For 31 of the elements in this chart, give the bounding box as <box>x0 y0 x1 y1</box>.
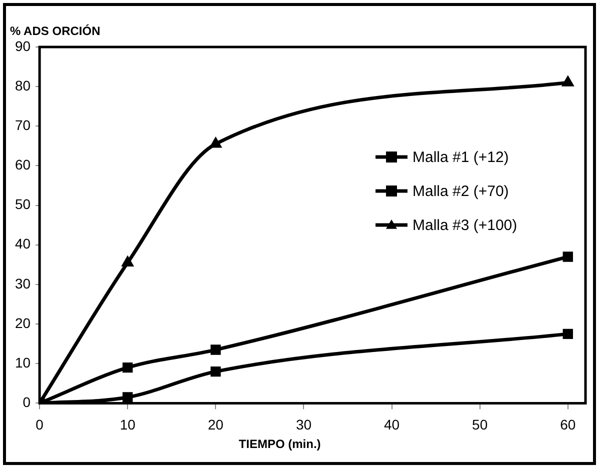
x-tick-label: 30 <box>296 416 312 432</box>
legend-label: Malla #3 (+100) <box>412 217 518 234</box>
x-axis-title: TIEMPO (min.) <box>238 437 321 452</box>
y-tick-label: 10 <box>14 354 31 370</box>
y-tick-label: 60 <box>14 156 31 173</box>
x-tick-label: 40 <box>384 416 400 432</box>
y-tick-label: 70 <box>14 117 31 134</box>
point <box>210 344 221 355</box>
point <box>121 256 134 266</box>
point <box>210 366 221 377</box>
legend-label: Malla #1 (+12) <box>412 149 509 166</box>
legend-label: Malla #2 (+70) <box>412 183 509 200</box>
y-axis-title: % ADS ORCIÓN <box>10 24 100 38</box>
y-tick-label: 0 <box>22 394 31 410</box>
point <box>122 392 133 402</box>
y-tick-label: 20 <box>14 314 31 331</box>
y-tick-label: 40 <box>14 236 31 252</box>
x-tick-label: 20 <box>208 416 224 432</box>
point <box>562 328 573 340</box>
point <box>210 136 222 148</box>
y-tick-label: 50 <box>14 196 31 212</box>
y-tick-label: 30 <box>14 275 31 292</box>
x-tick-label: 0 <box>36 416 44 432</box>
y-tick-label: 80 <box>14 77 31 94</box>
point <box>562 76 574 86</box>
x-tick-label: 50 <box>472 416 488 432</box>
x-tick-label: 60 <box>560 416 576 432</box>
point <box>122 362 133 373</box>
point <box>562 252 573 262</box>
y-tick-label: 90 <box>14 38 31 54</box>
x-tick-label: 10 <box>120 416 136 432</box>
